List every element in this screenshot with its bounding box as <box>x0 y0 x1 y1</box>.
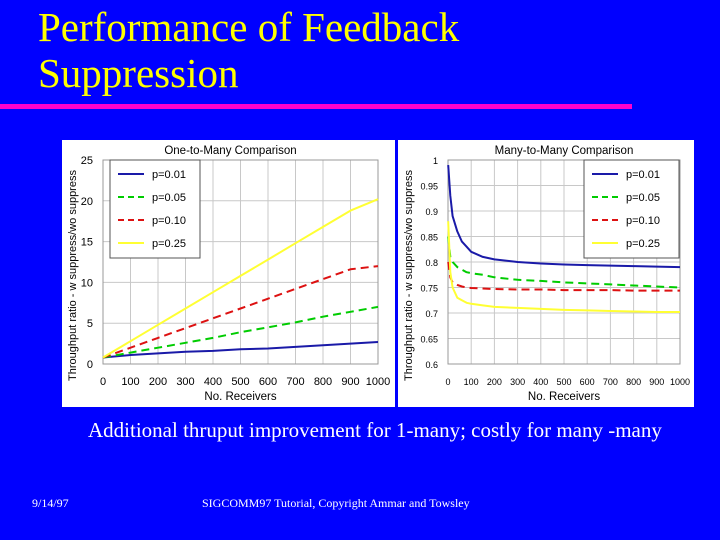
one-to-many-x-tick-label: 800 <box>314 376 332 388</box>
one-to-many-plot-frame <box>102 159 379 365</box>
one-to-many-x-tick-label: 1000 <box>366 376 390 388</box>
one-to-many-y-tick-label: 0 <box>87 359 93 371</box>
one-to-many-series-line-p001 <box>102 341 379 359</box>
many-to-many-y-tick-label: 0.7 <box>425 309 438 319</box>
many-to-many-y-tick-label: 0.8 <box>425 258 438 268</box>
many-to-many-x-tick-label: 800 <box>626 377 641 387</box>
slide-title-line-1: Performance of Feedback <box>38 4 460 50</box>
bullet-text: Additional thruput improvement for 1-man… <box>88 418 662 442</box>
many-to-many-y-tick-label: 1 <box>433 156 438 166</box>
one-to-many-legend-label: p=0.01 <box>152 169 186 181</box>
many-to-many-chart-title: Many-to-Many Comparison <box>495 145 634 157</box>
one-to-many-legend-label: p=0.25 <box>152 238 186 250</box>
many-to-many-y-tick-label: 0.75 <box>420 284 438 294</box>
many-to-many-x-tick-label: 500 <box>556 377 571 387</box>
many-to-many-legend-label: p=0.10 <box>626 215 660 227</box>
many-to-many-y-tick-label: 0.65 <box>420 335 438 345</box>
title-rule <box>0 104 632 109</box>
footer-date: 9/14/97 <box>32 496 69 510</box>
many-to-many-series-line-p010 <box>447 261 680 292</box>
many-to-many-x-tick-label: 0 <box>445 377 450 387</box>
one-to-many-x-tick-label: 400 <box>204 376 222 388</box>
one-to-many-y-tick-label: 20 <box>81 196 93 208</box>
many-to-many-x-tick-label: 700 <box>603 377 618 387</box>
one-to-many-x-tick-label: 0 <box>100 376 106 388</box>
many-to-many-y-axis-label: Throughput ratio - w suppress/wo suppres… <box>403 170 415 381</box>
one-to-many-x-tick-label: 100 <box>121 376 139 388</box>
many-to-many-legend-label: p=0.25 <box>626 238 660 250</box>
one-to-many-x-tick-label: 200 <box>149 376 167 388</box>
one-to-many-y-axis-label: Throughput ratio - w suppress/wo suppres… <box>67 170 79 381</box>
one-to-many-legend-box <box>109 159 201 259</box>
one-to-many-y-tick-label: 5 <box>87 318 93 330</box>
one-to-many-chart-title: One-to-Many Comparison <box>164 145 296 157</box>
slide-title: Performance of Feedback Suppression <box>38 4 678 96</box>
many-to-many-x-tick-label: 1000 <box>670 377 690 387</box>
many-to-many-legend-box <box>583 159 680 259</box>
one-to-many-x-tick-label: 900 <box>341 376 359 388</box>
one-to-many-series-line-p025 <box>102 198 379 359</box>
many-to-many-x-tick-label: 400 <box>533 377 548 387</box>
many-to-many-x-tick-label: 600 <box>580 377 595 387</box>
one-to-many-x-tick-label: 700 <box>286 376 304 388</box>
many-to-many-y-tick-label: 0.6 <box>425 360 438 370</box>
one-to-many-legend-label: p=0.05 <box>152 192 186 204</box>
one-to-many-x-tick-label: 600 <box>259 376 277 388</box>
many-to-many-x-tick-label: 200 <box>487 377 502 387</box>
many-to-many-x-tick-label: 100 <box>464 377 479 387</box>
many-to-many-y-tick-label: 0.9 <box>425 207 438 217</box>
slide-title-line-2: Suppression <box>38 50 239 96</box>
one-to-many-legend-label: p=0.10 <box>152 215 186 227</box>
many-to-many-legend-label: p=0.01 <box>626 169 660 181</box>
one-to-many-x-axis-label: No. Receivers <box>204 391 276 403</box>
footer-copyright: SIGCOMM97 Tutorial, Copyright Ammar and … <box>202 496 470 510</box>
many-to-many-series-line-p025 <box>447 221 680 313</box>
many-to-many-plot-frame <box>447 159 681 365</box>
many-to-many-y-tick-label: 0.95 <box>420 182 438 192</box>
one-to-many-y-tick-label: 10 <box>81 277 93 289</box>
many-to-many-x-axis-label: No. Receivers <box>528 391 600 403</box>
many-to-many-series-line-p005 <box>447 236 681 289</box>
one-to-many-x-tick-label: 300 <box>176 376 194 388</box>
one-to-many-y-tick-label: 15 <box>81 237 93 249</box>
many-to-many-x-tick-label: 900 <box>649 377 664 387</box>
one-to-many-x-tick-label: 500 <box>231 376 249 388</box>
many-to-many-y-tick-label: 0.85 <box>420 233 438 243</box>
one-to-many-y-tick-label: 25 <box>81 155 93 167</box>
many-to-many-legend-label: p=0.05 <box>626 192 660 204</box>
one-to-many-series-line-p005 <box>102 305 379 359</box>
one-to-many-series-line-p010 <box>102 265 379 359</box>
many-to-many-x-tick-label: 300 <box>510 377 525 387</box>
many-to-many-series-line-p001 <box>447 165 681 269</box>
